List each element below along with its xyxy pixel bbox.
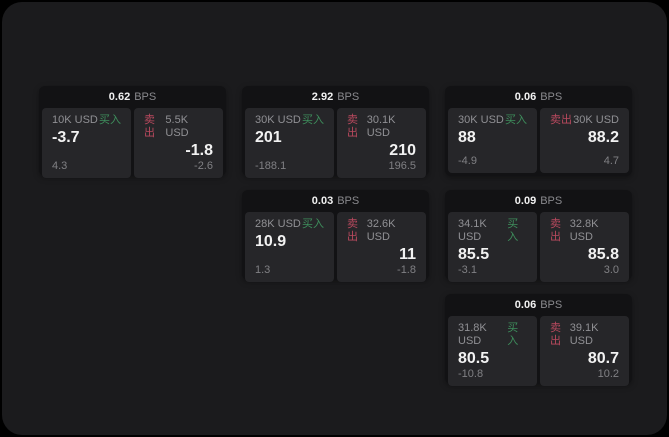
bps-value: 0.09 [514,195,537,207]
sell-side-tag: 卖出 [550,218,561,243]
buy-price: -3.7 [52,129,80,146]
buy-amount: 30K USD [458,114,504,126]
sell-quote-panel[interactable]: 卖出 32.8K USD 85.8 3.0 [540,212,629,282]
sell-amount: 5.5K USD [165,114,189,139]
bps-unit-label: BPS [337,91,360,103]
buy-quote-panel[interactable]: 31.8K USD 买入 80.5 -10.8 [448,316,537,386]
bps-header: 0.06 BPS [448,294,629,316]
sell-amount: 30K USD [573,114,619,126]
quote-card-grid: 0.62 BPS 10K USD 买入 -3.7 4.3 卖出 5.5K USD [39,86,632,386]
buy-price: 80.5 [458,350,490,367]
buy-price: 201 [255,129,282,146]
bps-value: 0.62 [108,91,131,103]
sell-side-tag: 卖出 [550,114,572,126]
sell-price: 85.8 [587,246,619,263]
buy-side-tag: 买入 [302,114,324,126]
sell-quote-panel[interactable]: 卖出 32.6K USD 11 -1.8 [337,212,426,282]
buy-amount: 28K USD [255,218,301,230]
buy-delta: -4.9 [458,155,477,167]
sell-delta: -1.8 [397,264,416,276]
bps-header: 0.62 BPS [42,86,223,108]
sell-side-tag: 卖出 [550,322,561,347]
bps-value: 0.03 [311,195,334,207]
bps-unit-label: BPS [540,91,563,103]
sell-price: -1.8 [185,142,213,159]
buy-amount: 34.1K USD [458,218,487,243]
buy-delta: 1.3 [255,264,271,276]
buy-quote-panel[interactable]: 30K USD 买入 201 -188.1 [245,108,334,178]
buy-delta: -10.8 [458,368,484,380]
bps-header: 2.92 BPS [245,86,426,108]
sell-delta: 10.2 [597,368,619,380]
sell-side-tag: 卖出 [347,114,358,139]
bps-value: 0.06 [514,91,537,103]
sell-delta: 3.0 [603,264,619,276]
sell-quote-panel[interactable]: 卖出 5.5K USD -1.8 -2.6 [134,108,223,178]
sell-price: 210 [389,142,416,159]
sell-side-tag: 卖出 [144,114,155,139]
bps-unit-label: BPS [540,299,563,311]
buy-price: 85.5 [458,246,490,263]
quote-card: 0.03 BPS 28K USD 买入 10.9 1.3 卖出 32.6K US… [242,190,429,282]
sell-delta: 4.7 [603,155,619,167]
quote-card: 0.09 BPS 34.1K USD 买入 85.5 -3.1 卖出 32.8K… [445,190,632,282]
buy-quote-panel[interactable]: 34.1K USD 买入 85.5 -3.1 [448,212,537,282]
sell-price: 88.2 [587,129,619,146]
sell-quote-panel[interactable]: 卖出 30.1K USD 210 196.5 [337,108,426,178]
bps-header: 0.09 BPS [448,190,629,212]
buy-amount: 30K USD [255,114,301,126]
buy-amount: 31.8K USD [458,322,487,347]
quote-card: 0.06 BPS 31.8K USD 买入 80.5 -10.8 卖出 39.1… [445,294,632,386]
buy-side-tag: 买入 [507,218,519,243]
bps-value: 2.92 [311,91,334,103]
sell-amount: 30.1K USD [366,114,396,139]
bps-header: 0.06 BPS [448,86,629,108]
buy-quote-panel[interactable]: 30K USD 买入 88 -4.9 [448,108,537,173]
quote-card: 2.92 BPS 30K USD 买入 201 -188.1 卖出 30.1K … [242,86,429,178]
sell-amount: 32.6K USD [366,218,396,243]
bps-unit-label: BPS [134,91,157,103]
buy-side-tag: 买入 [302,218,324,230]
sell-side-tag: 卖出 [347,218,358,243]
quote-card: 0.06 BPS 30K USD 买入 88 -4.9 卖出 30K USD [445,86,632,176]
sell-quote-panel[interactable]: 卖出 39.1K USD 80.7 10.2 [540,316,629,386]
sell-price: 80.7 [587,350,619,367]
bps-value: 0.06 [514,299,537,311]
sell-quote-panel[interactable]: 卖出 30K USD 88.2 4.7 [540,108,629,173]
buy-delta: -3.1 [458,264,477,276]
sell-price: 11 [399,246,416,263]
quote-card: 0.62 BPS 10K USD 买入 -3.7 4.3 卖出 5.5K USD [39,86,226,178]
sell-amount: 32.8K USD [569,218,599,243]
buy-side-tag: 买入 [99,114,121,126]
buy-side-tag: 买入 [505,114,527,126]
buy-quote-panel[interactable]: 10K USD 买入 -3.7 4.3 [42,108,131,178]
bps-header: 0.03 BPS [245,190,426,212]
buy-amount: 10K USD [52,114,98,126]
sell-delta: 196.5 [388,160,416,172]
buy-delta: 4.3 [52,160,68,172]
buy-side-tag: 买入 [507,322,519,347]
buy-price: 88 [458,129,476,146]
sell-amount: 39.1K USD [569,322,599,347]
buy-quote-panel[interactable]: 28K USD 买入 10.9 1.3 [245,212,334,282]
bps-unit-label: BPS [337,195,360,207]
buy-price: 10.9 [255,233,287,250]
bps-unit-label: BPS [540,195,563,207]
buy-delta: -188.1 [255,160,287,172]
sell-delta: -2.6 [194,160,213,172]
